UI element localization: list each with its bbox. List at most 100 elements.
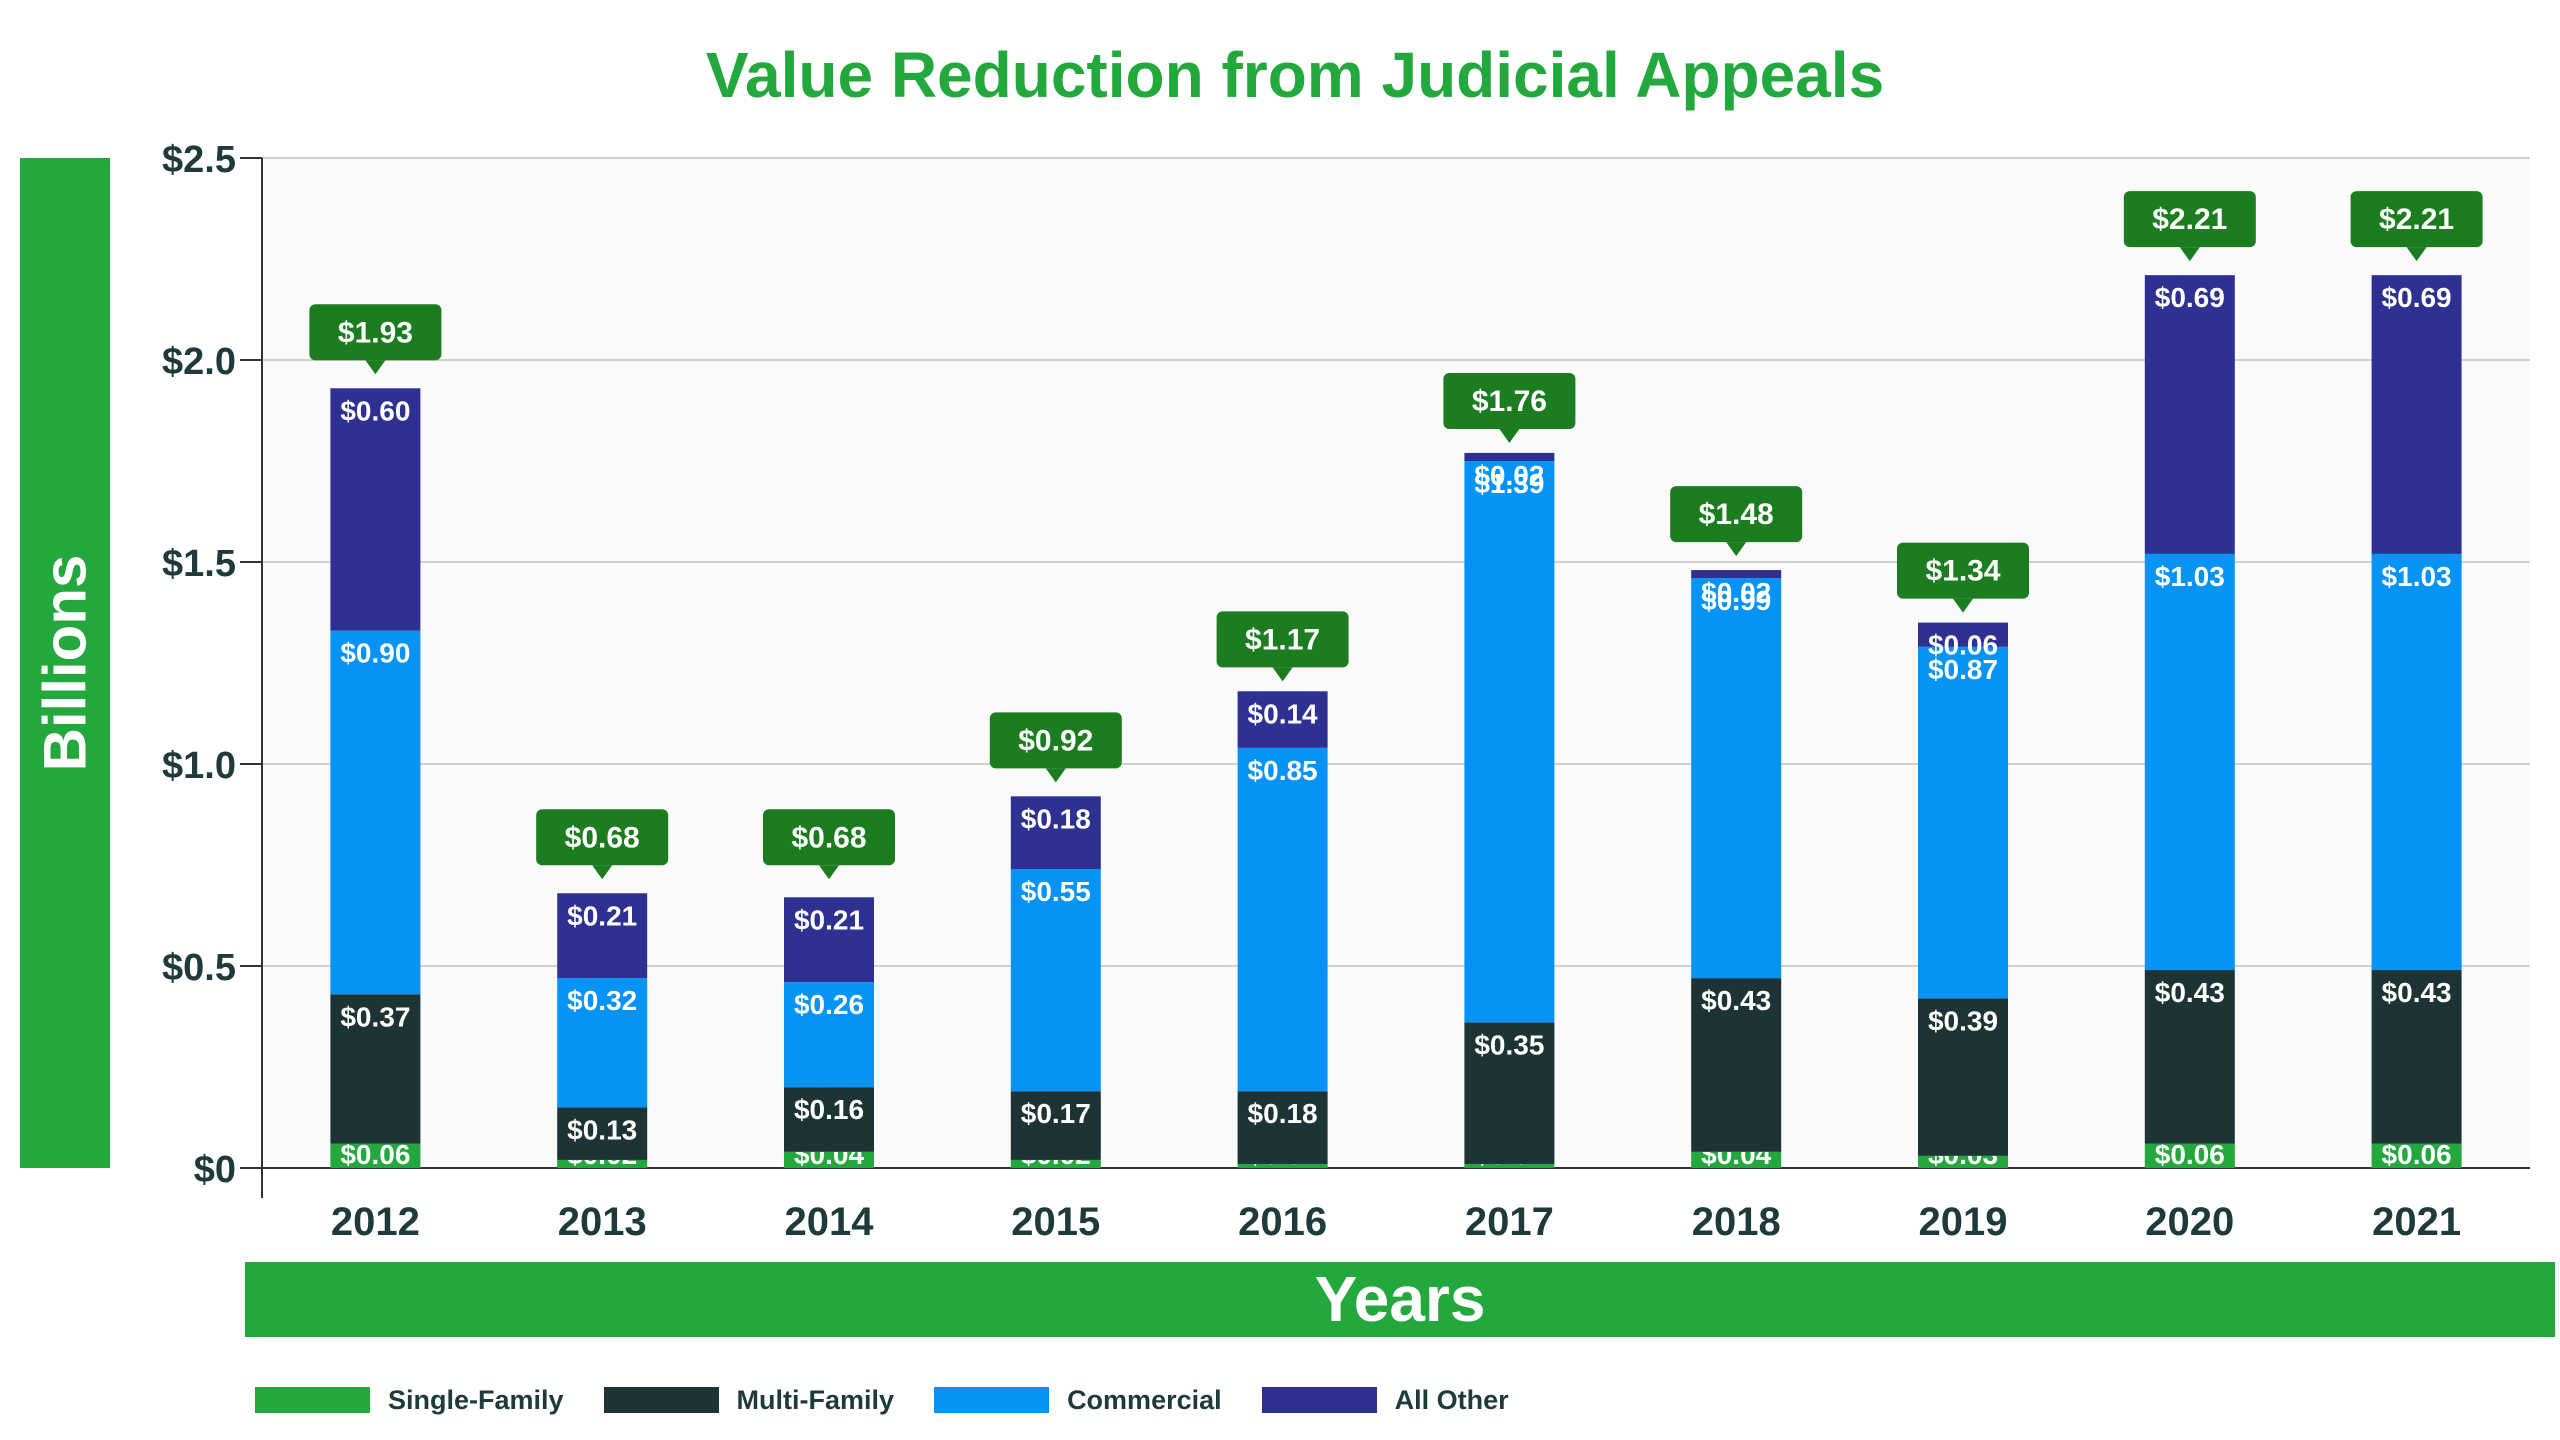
bar-segment-all-other (1237, 691, 1328, 748)
bar-segment-single-family (2144, 1143, 2235, 1168)
legend-item: Multi-Family (603, 1384, 895, 1416)
total-label: $0.68 (791, 821, 866, 854)
data-label: $0.99 (1701, 585, 1771, 616)
y-tick-label: $2.0 (162, 341, 236, 383)
data-label: $1.03 (2155, 561, 2225, 592)
data-label: $0.43 (2382, 977, 2452, 1008)
bar-segment-commercial (1010, 869, 1101, 1092)
total-label: $0.68 (565, 821, 640, 854)
data-label: $0.43 (2155, 977, 2225, 1008)
y-tick-label: $0 (194, 1149, 236, 1191)
data-label: $0.60 (340, 395, 410, 426)
bar-segment-multi-family (1691, 978, 1782, 1152)
data-label: $0.69 (2382, 282, 2452, 313)
data-label: $0.06 (2155, 1139, 2225, 1170)
data-label: $0.32 (567, 985, 637, 1016)
legend-swatch (603, 1387, 719, 1413)
data-label: $0.26 (794, 989, 864, 1020)
legend-item: All Other (1261, 1385, 1509, 1416)
total-callout: $0.92 (989, 712, 1122, 783)
total-callout-pointer (592, 865, 613, 880)
legend-swatch (255, 1387, 370, 1413)
total-callout: $1.93 (309, 304, 442, 375)
bar-segment-all-other (2144, 275, 2235, 554)
x-tick-label: 2013 (558, 1200, 647, 1244)
total-callout-box (1897, 542, 2029, 599)
y-axis-label-band (20, 158, 110, 1168)
bar-segment-all-other (1464, 452, 1555, 461)
bar-segment-commercial (1691, 578, 1782, 979)
y-tick-label: $1.0 (162, 745, 236, 787)
legend-label: Single-Family (388, 1384, 564, 1415)
legend-swatch (934, 1387, 1050, 1413)
data-label: $0.90 (340, 638, 410, 669)
bar-segment-commercial (1237, 747, 1328, 1092)
total-callout-box (536, 809, 669, 866)
legend-item: Commercial (934, 1385, 1222, 1416)
total-callout-box (2123, 191, 2256, 248)
x-tick-label: 2021 (2372, 1200, 2461, 1244)
bar-segment-all-other (2371, 275, 2462, 554)
total-callout: $2.21 (2123, 191, 2256, 262)
x-tick-label: 2012 (331, 1200, 420, 1244)
total-callout-box (309, 304, 442, 361)
data-label: $0.14 (1248, 698, 1318, 729)
data-label: $0.85 (1248, 755, 1318, 786)
total-label: $2.21 (2152, 203, 2227, 236)
data-label: $0.18 (1248, 1098, 1318, 1129)
y-tick-label: $2.5 (162, 139, 236, 181)
bar-segment-commercial (1464, 461, 1555, 1023)
bar-segment-multi-family (2371, 970, 2462, 1144)
x-tick-label: 2019 (1919, 1200, 2008, 1244)
legend-label: Commercial (1067, 1384, 1222, 1415)
x-tick-label: 2017 (1465, 1200, 1554, 1244)
chart-title: Value Reduction from Judicial Appeals (705, 39, 1885, 111)
data-label: $0.69 (2155, 282, 2225, 313)
data-label: $0.17 (1021, 1098, 1091, 1129)
bar-segment-commercial (2371, 553, 2462, 971)
data-label: $0.21 (794, 904, 864, 935)
bar-segment-all-other (1010, 796, 1101, 870)
data-label: $1.39 (1474, 468, 1544, 499)
bar-segment-single-family (784, 1151, 874, 1168)
bar-segment-commercial (557, 978, 648, 1108)
bar-segment-multi-family (1010, 1091, 1101, 1160)
total-callout: $2.21 (2350, 191, 2483, 262)
total-callout-box (989, 712, 1122, 769)
bar-segment-commercial (330, 630, 421, 995)
bar-segment-commercial (1918, 646, 2008, 999)
data-label: $1.03 (2382, 561, 2452, 592)
bar-segment-all-other (1918, 622, 2008, 647)
total-callout-pointer (819, 865, 839, 880)
bar-segment-multi-family (1464, 1022, 1555, 1164)
bar-segment-all-other (557, 893, 648, 979)
legend: Single-Family Multi-Family Commercial All O… (255, 1380, 1549, 1420)
bar-segment-all-other (330, 388, 421, 631)
total-callout: $1.17 (1216, 611, 1349, 682)
data-label: $0.55 (1021, 876, 1091, 907)
bar-segment-single-family (1918, 1155, 2008, 1168)
total-callout-pointer (2179, 247, 2200, 262)
total-callout: $0.68 (536, 809, 669, 880)
bar-segment-multi-family (1918, 998, 2008, 1156)
data-label: $0.02 (1701, 577, 1771, 608)
total-callout: $0.68 (763, 809, 895, 880)
x-tick-label: 2016 (1238, 1200, 1327, 1244)
legend-label: Multi-Family (736, 1384, 895, 1415)
bar-segment-single-family (1691, 1151, 1782, 1168)
total-label: $1.76 (1472, 385, 1547, 418)
total-callout-pointer (1045, 768, 1066, 783)
bar-segment-single-family (557, 1159, 648, 1168)
total-label: $1.48 (1699, 498, 1774, 531)
total-callout-pointer (2406, 247, 2427, 262)
total-callout: $1.76 (1443, 372, 1576, 443)
total-label: $0.92 (1018, 724, 1093, 757)
bar-segment-single-family (1237, 1163, 1328, 1168)
bar-segment-multi-family (557, 1107, 648, 1160)
bar-segment-commercial (2144, 553, 2235, 971)
bar-segment-multi-family (2144, 970, 2235, 1144)
x-tick-label: 2015 (1011, 1200, 1100, 1244)
data-label: $0.06 (2382, 1139, 2452, 1170)
total-callout-pointer (365, 360, 386, 375)
